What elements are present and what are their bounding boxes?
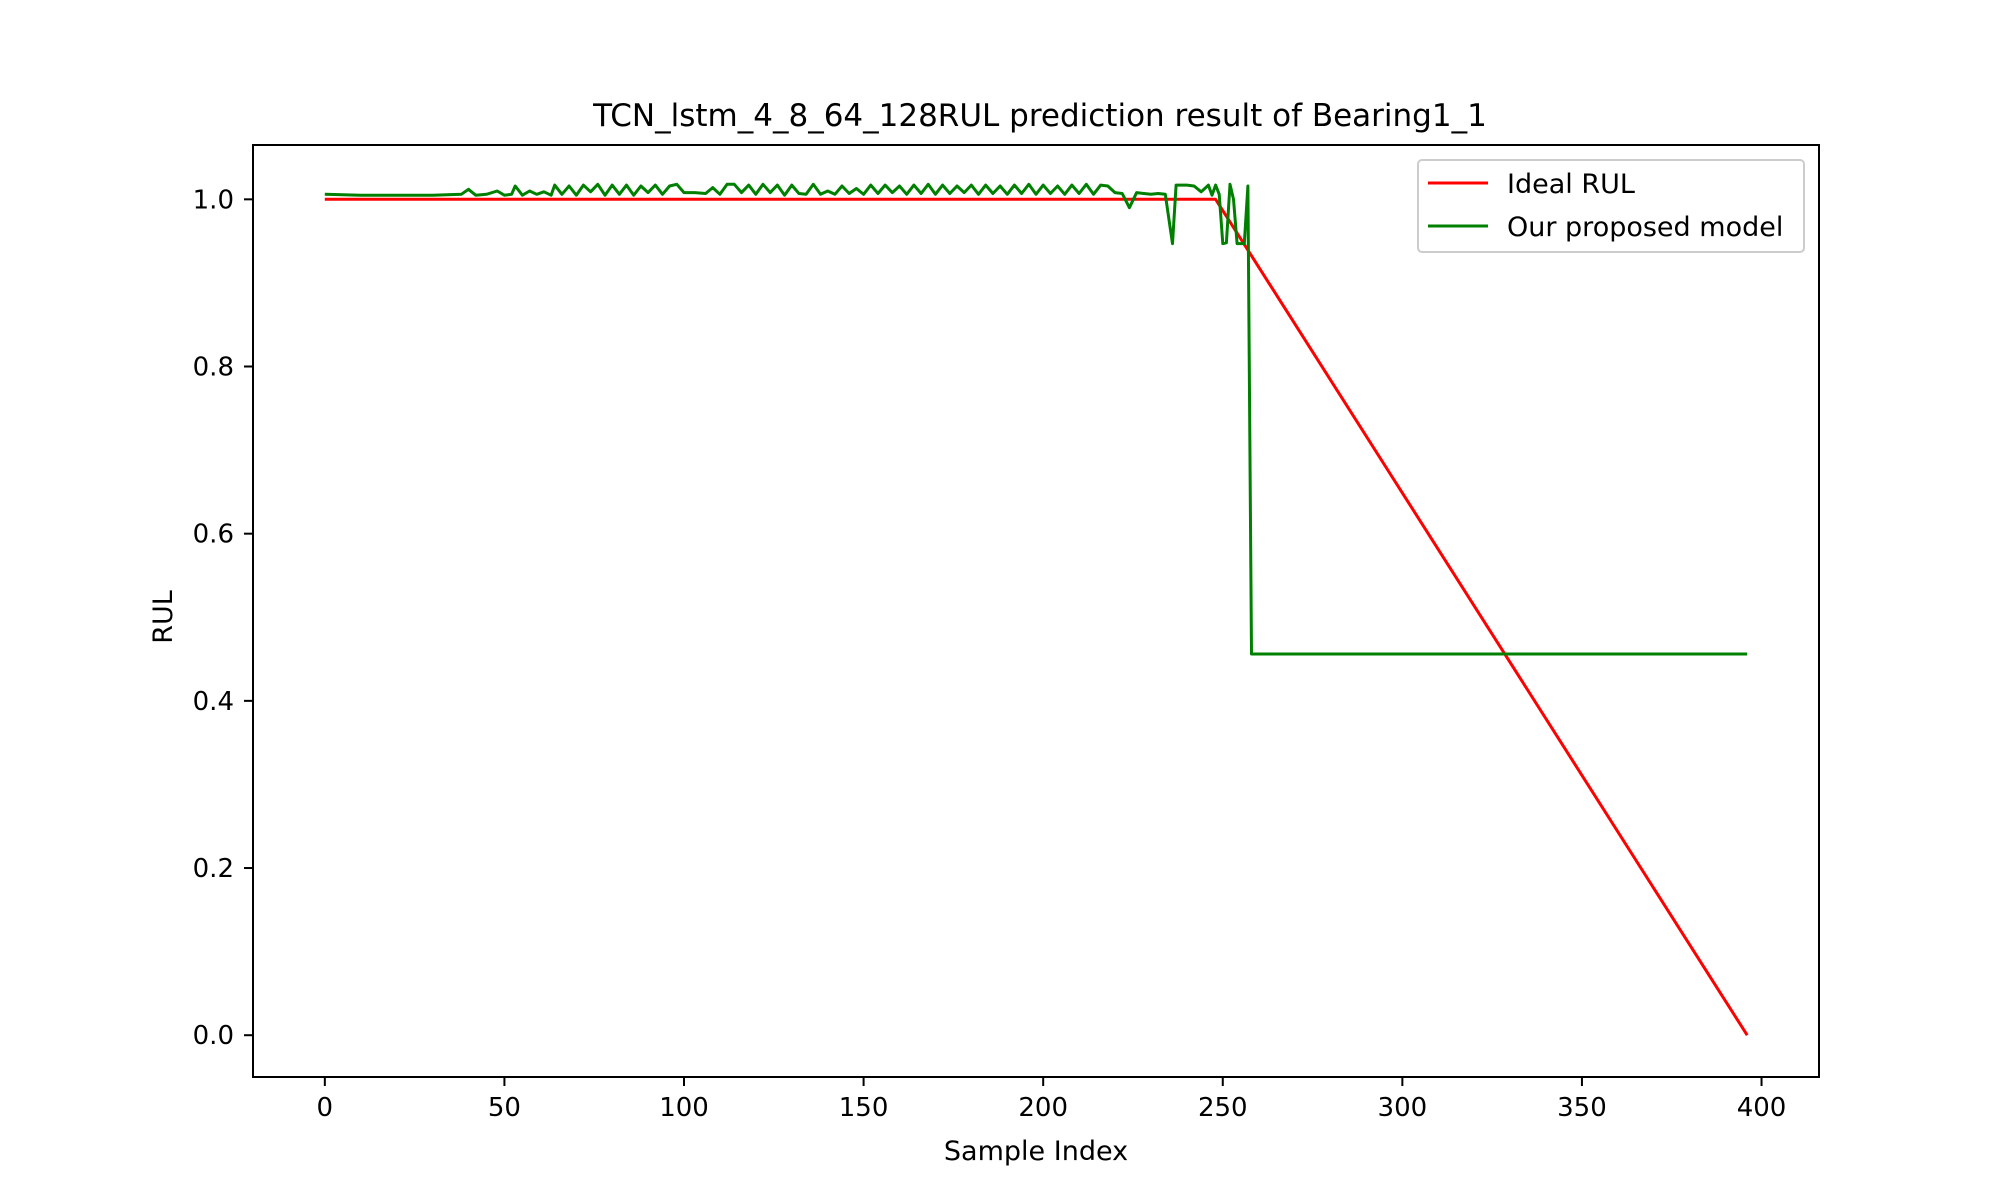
x-tick-label: 0 [317, 1093, 334, 1123]
x-axis-ticks: 0 50 100 150 200 250 300 350 400 [317, 1077, 1787, 1123]
legend-label-ideal-rul: Ideal RUL [1507, 169, 1635, 200]
y-tick-label: 0.4 [193, 687, 234, 717]
legend: Ideal RUL Our proposed model [1417, 159, 1805, 253]
x-tick-label: 200 [1018, 1093, 1068, 1123]
y-tick-label: 0.2 [193, 854, 234, 884]
legend-box [1417, 159, 1805, 253]
y-tick-label: 1.0 [193, 185, 234, 215]
y-axis-label: RUL [148, 590, 179, 644]
y-tick-label: 0.8 [193, 353, 234, 383]
x-tick-label: 350 [1557, 1093, 1607, 1123]
x-tick-label: 400 [1737, 1093, 1787, 1123]
x-axis-label: Sample Index [944, 1136, 1128, 1167]
plot-frame [252, 144, 1820, 1078]
y-axis-ticks: 0.0 0.2 0.4 0.6 0.8 1.0 [193, 185, 253, 1051]
x-tick-label: 300 [1378, 1093, 1428, 1123]
x-tick-label: 150 [839, 1093, 889, 1123]
legend-label-proposed-model: Our proposed model [1507, 212, 1783, 243]
chart-title: TCN_lstm_4_8_64_128RUL prediction result… [592, 98, 1487, 134]
x-tick-label: 100 [659, 1093, 709, 1123]
x-tick-label: 50 [488, 1093, 521, 1123]
y-tick-label: 0.0 [193, 1021, 234, 1051]
series-line-our-proposed-model [324, 182, 1748, 656]
x-tick-label: 250 [1198, 1093, 1248, 1123]
series-line-ideal-rul [324, 197, 1749, 1037]
plot-lines [324, 182, 1749, 1037]
y-tick-label: 0.6 [193, 520, 234, 550]
